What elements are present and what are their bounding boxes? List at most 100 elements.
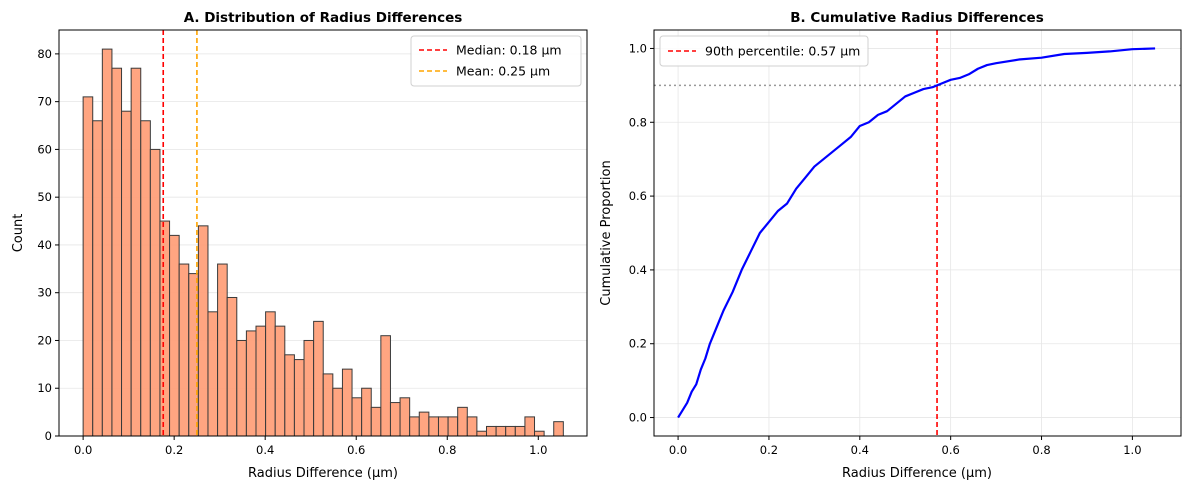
chart-a-x-tick-label: 0.4 [256, 443, 274, 457]
histogram-bar [514, 425, 526, 437]
chart-a-y-tick-label: 40 [37, 238, 52, 252]
chart-a-y-tick-label: 20 [37, 333, 52, 347]
histogram-bar [178, 263, 190, 437]
histogram-bar [159, 220, 171, 437]
histogram-bar [265, 311, 276, 437]
histogram-bar [303, 339, 315, 437]
histogram-bar [322, 373, 334, 437]
chart-b-x-tick-label: 0.2 [760, 443, 778, 457]
histogram-bar [332, 387, 343, 437]
chart-b-legend-percentile-label: 90th percentile: 0.57 µm [705, 44, 860, 59]
chart-b-reference-lines [654, 30, 1181, 436]
histogram-bar [236, 339, 247, 437]
chart-b-x-ticks: 0.0 0.2 0.4 0.6 0.8 1.0 [669, 436, 1142, 457]
histogram-bar [370, 406, 382, 437]
histogram-bar [341, 368, 353, 437]
histogram-bar [101, 48, 113, 437]
histogram-bar [457, 406, 468, 437]
histogram-bar [495, 425, 507, 437]
chart-b-x-tick-label: 0.4 [851, 443, 869, 457]
chart-a-bars [82, 48, 564, 437]
chart-a-legend-mean-label: Mean: 0.25 µm [456, 64, 550, 79]
chart-a-y-tick-label: 0 [45, 429, 52, 443]
chart-a-y-tick-label: 60 [37, 142, 52, 156]
chart-a-frame [58, 29, 588, 437]
histogram-bar [82, 96, 94, 437]
histogram-bar [437, 416, 449, 437]
chart-b-y-tick-label: 0.6 [629, 189, 647, 203]
chart-b-y-tick-label: 0.8 [629, 115, 647, 129]
chart-a-x-ticks: 0.0 0.2 0.4 0.6 0.8 1.0 [74, 436, 547, 457]
histogram-bar [351, 397, 363, 437]
histogram-bar [92, 120, 103, 437]
histogram-bar [553, 421, 564, 437]
chart-a-y-axis-label: Count [11, 214, 26, 253]
histogram-bar [255, 325, 267, 437]
histogram-bar [149, 148, 161, 437]
histogram-bar [485, 425, 497, 437]
histogram-bar [428, 416, 439, 437]
chart-a-y-ticks: 0 10 20 30 40 50 60 70 80 [37, 47, 59, 443]
chart-a-x-tick-label: 0.6 [347, 443, 365, 457]
chart-a: 0.0 0.2 0.4 0.6 0.8 1.0 0 10 20 30 40 50 60 70 80 A. … [11, 10, 588, 481]
chart-b-y-tick-label: 0.0 [629, 411, 647, 425]
chart-b-legend: 90th percentile: 0.57 µm [659, 35, 869, 67]
histogram-bar [361, 387, 372, 437]
histogram-bar [284, 354, 295, 437]
chart-a-y-tick-label: 70 [37, 95, 52, 109]
chart-a-x-tick-label: 0.0 [74, 443, 92, 457]
chart-b-title: B. Cumulative Radius Differences [790, 10, 1043, 26]
histogram-bar [217, 263, 228, 437]
histogram-bar [226, 296, 238, 437]
chart-b: 0.0 0.2 0.4 0.6 0.8 1.0 0.0 0.2 0.4 0.6 0.8 1.0 B.… [599, 10, 1182, 481]
histogram-bar [380, 335, 391, 437]
chart-b-y-tick-label: 0.2 [629, 337, 647, 351]
chart-a-x-tick-label: 0.2 [165, 443, 183, 457]
chart-a-x-axis-label: Radius Difference (µm) [248, 466, 398, 481]
chart-b-legend-box [659, 35, 869, 67]
histogram-bar [399, 397, 411, 437]
histogram-bar [313, 320, 324, 437]
histogram-bar [293, 359, 305, 437]
histogram-bar [130, 67, 142, 437]
histogram-bar [476, 430, 487, 437]
histogram-bar [245, 330, 257, 437]
chart-a-y-tick-label: 80 [37, 47, 52, 61]
chart-b-x-tick-label: 1.0 [1123, 443, 1141, 457]
chart-b-x-tick-label: 0.8 [1032, 443, 1050, 457]
histogram-bar [121, 110, 132, 437]
histogram-bar [111, 67, 123, 437]
chart-a-legend-box [410, 35, 582, 87]
chart-b-y-axis-label: Cumulative Proportion [599, 160, 614, 305]
chart-a-reference-lines [162, 30, 198, 436]
chart-b-y-ticks: 0.0 0.2 0.4 0.6 0.8 1.0 [629, 41, 654, 425]
chart-b-frame [653, 29, 1182, 437]
histogram-bar [274, 325, 286, 437]
chart-a-y-tick-label: 10 [37, 381, 52, 395]
chart-b-x-tick-label: 0.0 [669, 443, 687, 457]
histogram-bar [389, 402, 401, 437]
chart-a-y-tick-label: 50 [37, 190, 52, 204]
chart-a-x-tick-label: 0.8 [438, 443, 456, 457]
histogram-bar [447, 416, 459, 437]
histogram-bar [418, 411, 430, 437]
chart-b-x-axis-label: Radius Difference (µm) [842, 466, 992, 481]
histogram-bar [534, 430, 545, 437]
histogram-bar [409, 416, 420, 437]
chart-a-legend: Median: 0.18 µm Mean: 0.25 µm [410, 35, 582, 87]
histogram-bar [169, 234, 180, 437]
histogram-bar [505, 425, 516, 437]
chart-b-y-tick-label: 1.0 [629, 41, 647, 55]
histogram-bar [466, 416, 478, 437]
chart-b-x-tick-label: 0.6 [942, 443, 960, 457]
histogram-bar [197, 225, 209, 437]
histogram-bar [524, 416, 536, 437]
histogram-bar [207, 311, 219, 437]
chart-b-y-tick-label: 0.4 [629, 263, 647, 277]
chart-b-cumulative-line [677, 47, 1156, 419]
histogram-bar [140, 120, 151, 437]
chart-a-legend-median-label: Median: 0.18 µm [456, 43, 562, 58]
chart-a-y-tick-label: 30 [37, 286, 52, 300]
chart-a-x-tick-label: 1.0 [529, 443, 547, 457]
